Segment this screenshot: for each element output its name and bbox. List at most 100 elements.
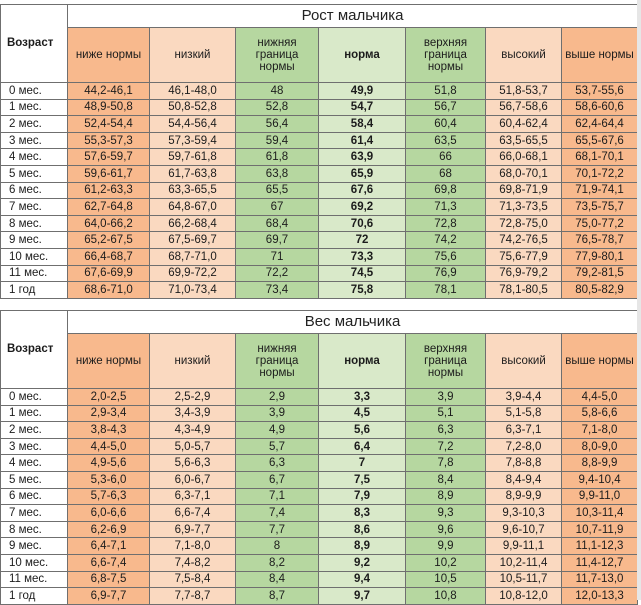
above-normal-cell: 9,4-10,4 [560, 470, 639, 489]
lower-bound-cell: 5,7 [235, 437, 319, 456]
table-title: Вес мальчика [66, 310, 639, 334]
normal-cell: 9,4 [318, 570, 406, 589]
low-cell: 68,7-71,0 [149, 247, 236, 266]
age-cell: 8 мес. [0, 520, 68, 539]
lower-bound-cell: 61,8 [235, 148, 319, 166]
page-edge-shadow [637, 0, 641, 600]
above-normal-cell: 80,5-82,9 [560, 281, 639, 299]
lower-bound-cell: 65,5 [235, 181, 319, 200]
below-normal-cell: 2,0-2,5 [67, 388, 150, 406]
above-normal-cell: 79,2-81,5 [560, 264, 639, 283]
below-normal-cell: 3,8-4,3 [67, 421, 150, 439]
lower-bound-cell: 3,9 [235, 404, 319, 423]
low-cell: 6,9-7,7 [149, 520, 236, 539]
low-cell: 2,5-2,9 [149, 388, 236, 406]
above-normal-cell: 10,3-11,4 [560, 504, 639, 522]
low-cell: 61,7-63,8 [149, 164, 236, 183]
lower-bound-cell: 8 [235, 537, 319, 555]
below-normal-cell: 66,4-68,7 [67, 247, 150, 266]
upper-bound-cell: 72,8 [405, 214, 486, 233]
above-normal-cell: 11,4-12,7 [560, 553, 639, 572]
upper-bound-cell: 10,2 [405, 553, 486, 572]
low-cell: 57,3-59,4 [149, 131, 236, 150]
table-row: 6 мес. 61,2-63,3 63,3-65,5 65,5 67,6 69,8 69,8… [0, 181, 639, 200]
table-row: 1 год 6,9-7,7 7,7-8,7 8,7 9,7 10,8 10,8-12,0 12… [0, 587, 639, 605]
below-normal-cell: 6,2-6,9 [67, 520, 150, 539]
age-cell: 10 мес. [0, 247, 68, 266]
age-cell: 0 мес. [0, 388, 68, 406]
header-lower-bound: нижняя граница нормы [235, 27, 319, 83]
below-normal-cell: 5,3-6,0 [67, 470, 150, 489]
below-normal-cell: 68,6-71,0 [67, 281, 150, 299]
age-cell: 0 мес. [0, 82, 68, 100]
normal-cell: 75,8 [318, 281, 406, 299]
upper-bound-cell: 71,3 [405, 198, 486, 216]
upper-bound-cell: 74,2 [405, 231, 486, 249]
below-normal-cell: 4,4-5,0 [67, 437, 150, 456]
below-normal-cell: 52,4-54,4 [67, 115, 150, 133]
above-normal-cell: 5,8-6,6 [560, 404, 639, 423]
lower-bound-cell: 73,4 [235, 281, 319, 299]
normal-cell: 9,2 [318, 553, 406, 572]
age-cell: 1 год [0, 587, 68, 605]
table-row: 2 мес. 52,4-54,4 54,4-56,4 56,4 58,4 60,4 60,4… [0, 115, 639, 133]
above-normal-cell: 71,9-74,1 [560, 181, 639, 200]
upper-bound-cell: 3,9 [405, 388, 486, 406]
table-row: 6 мес. 5,7-6,3 6,3-7,1 7,1 7,9 8,9 8,9-9,9 9,9-… [0, 487, 639, 506]
header-above-normal: выше нормы [560, 27, 639, 83]
normal-cell: 4,5 [318, 404, 406, 423]
below-normal-cell: 6,0-6,6 [67, 504, 150, 522]
table-row: 11 мес. 67,6-69,9 69,9-72,2 72,2 74,5 76,9 76,… [0, 264, 639, 283]
table-row: 1 год 68,6-71,0 71,0-73,4 73,4 75,8 78,1 78,1-… [0, 281, 639, 299]
below-normal-cell: 67,6-69,9 [67, 264, 150, 283]
table-row: 9 мес. 65,2-67,5 67,5-69,7 69,7 72 74,2 74,2-7… [0, 231, 639, 249]
low-cell: 63,3-65,5 [149, 181, 236, 200]
low-cell: 46,1-48,0 [149, 82, 236, 100]
low-cell: 69,9-72,2 [149, 264, 236, 283]
above-normal-cell: 76,5-78,7 [560, 231, 639, 249]
age-cell: 1 мес. [0, 98, 68, 117]
upper-bound-cell: 56,7 [405, 98, 486, 117]
below-normal-cell: 48,9-50,8 [67, 98, 150, 117]
table-row: 8 мес. 6,2-6,9 6,9-7,7 7,7 8,6 9,6 9,6-10,7 10,… [0, 520, 639, 539]
lower-bound-cell: 71 [235, 247, 319, 266]
lower-bound-cell: 72,2 [235, 264, 319, 283]
low-cell: 5,0-5,7 [149, 437, 236, 456]
age-cell: 11 мес. [0, 570, 68, 589]
upper-bound-cell: 10,5 [405, 570, 486, 589]
above-normal-cell: 4,4-5,0 [560, 388, 639, 406]
normal-cell: 7 [318, 454, 406, 472]
normal-cell: 67,6 [318, 181, 406, 200]
header-upper-bound: верхняя граница нормы [405, 333, 486, 389]
high-cell: 63,5-65,5 [485, 131, 562, 150]
weight-table-container: Возраст Вес мальчика ниже нормы низкий н… [0, 310, 639, 605]
normal-cell: 9,7 [318, 587, 406, 605]
upper-bound-cell: 76,9 [405, 264, 486, 283]
lower-bound-cell: 63,8 [235, 164, 319, 183]
below-normal-cell: 6,9-7,7 [67, 587, 150, 605]
table-row: 1 мес. 2,9-3,4 3,4-3,9 3,9 4,5 5,1 5,1-5,8 5,8-… [0, 404, 639, 423]
above-normal-cell: 11,1-12,3 [560, 537, 639, 555]
lower-bound-cell: 59,4 [235, 131, 319, 150]
table-row: 0 мес. 44,2-46,1 46,1-48,0 48 49,9 51,8 51,8-5… [0, 82, 639, 100]
high-cell: 74,2-76,5 [485, 231, 562, 249]
header-above-normal: выше нормы [560, 333, 639, 389]
upper-bound-cell: 9,3 [405, 504, 486, 522]
age-cell: 6 мес. [0, 181, 68, 200]
normal-cell: 69,2 [318, 198, 406, 216]
header-lower-bound: нижняя граница нормы [235, 333, 319, 389]
normal-cell: 58,4 [318, 115, 406, 133]
normal-cell: 8,9 [318, 537, 406, 555]
header-high: высокий [485, 27, 562, 83]
age-cell: 3 мес. [0, 437, 68, 456]
normal-cell: 74,5 [318, 264, 406, 283]
above-normal-cell: 10,7-11,9 [560, 520, 639, 539]
header-normal: норма [318, 27, 406, 83]
below-normal-cell: 59,6-61,7 [67, 164, 150, 183]
high-cell: 60,4-62,4 [485, 115, 562, 133]
header-low: низкий [149, 27, 236, 83]
above-normal-cell: 53,7-55,6 [560, 82, 639, 100]
low-cell: 67,5-69,7 [149, 231, 236, 249]
low-cell: 7,1-8,0 [149, 537, 236, 555]
table-body: 0 мес. 44,2-46,1 46,1-48,0 48 49,9 51,8 51,8-5… [0, 82, 639, 299]
